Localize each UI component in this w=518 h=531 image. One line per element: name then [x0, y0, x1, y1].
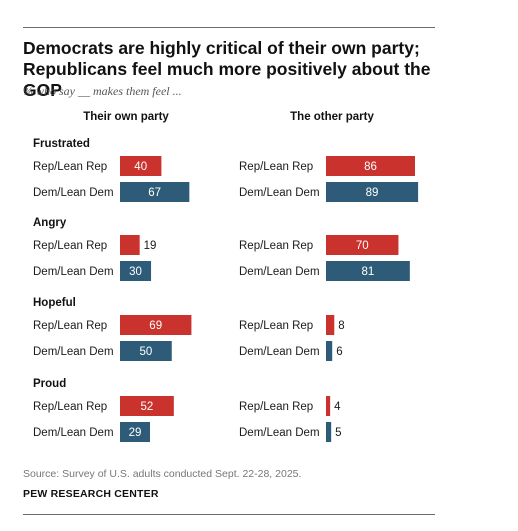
panel-header-other: The other party: [290, 111, 374, 123]
bar-angry-rep-other: [326, 235, 399, 255]
series-label-dem: Dem/Lean Dem: [33, 346, 114, 358]
group-label-angry: Angry: [33, 217, 67, 229]
organization-name: PEW RESEARCH CENTER: [23, 488, 159, 500]
panel-header-own: Their own party: [83, 111, 169, 123]
value-label-proud-dem-own: 29: [129, 427, 142, 439]
series-label-dem: Dem/Lean Dem: [33, 427, 114, 439]
value-label-hopeful-rep-other: 8: [338, 320, 344, 332]
bar-hopeful-rep-own: [120, 315, 192, 335]
group-label-hopeful: Hopeful: [33, 297, 76, 309]
bottom-rule: [23, 514, 435, 515]
bar-angry-rep-own: [120, 235, 140, 255]
bar-hopeful-dem-other: [326, 341, 333, 361]
value-label-angry-rep-own: 19: [144, 240, 157, 252]
value-label-hopeful-dem-own: 50: [139, 346, 152, 358]
value-label-frustrated-rep-other: 86: [364, 161, 377, 173]
series-label-dem: Dem/Lean Dem: [239, 187, 320, 199]
series-label-dem: Dem/Lean Dem: [239, 346, 320, 358]
series-label-rep: Rep/Lean Rep: [33, 161, 107, 173]
title-line-2: Republicans feel much more positively ab…: [23, 59, 431, 100]
bar-proud-rep-other: [326, 396, 331, 416]
bar-proud-dem-other: [326, 422, 332, 442]
bar-angry-dem-other: [326, 261, 410, 281]
series-label-rep: Rep/Lean Rep: [239, 320, 313, 332]
value-label-frustrated-rep-own: 40: [134, 161, 147, 173]
chart-subtitle: % who say __ makes them feel ...: [23, 84, 182, 98]
value-label-angry-dem-other: 81: [362, 266, 375, 278]
series-label-rep: Rep/Lean Rep: [239, 401, 313, 413]
value-label-frustrated-dem-other: 89: [366, 187, 379, 199]
bar-frustrated-rep-other: [326, 156, 416, 176]
value-label-hopeful-rep-own: 69: [149, 320, 162, 332]
group-label-frustrated: Frustrated: [33, 138, 90, 150]
bar-proud-rep-own: [120, 396, 174, 416]
series-label-dem: Dem/Lean Dem: [33, 266, 114, 278]
series-label-rep: Rep/Lean Rep: [33, 240, 107, 252]
value-label-proud-rep-other: 4: [334, 401, 341, 413]
bar-angry-dem-own: [120, 261, 152, 281]
series-label-dem: Dem/Lean Dem: [239, 266, 320, 278]
series-label-rep: Rep/Lean Rep: [239, 240, 313, 252]
series-label-dem: Dem/Lean Dem: [33, 187, 114, 199]
series-label-rep: Rep/Lean Rep: [33, 401, 107, 413]
bar-frustrated-dem-own: [120, 182, 190, 202]
source-note: Source: Survey of U.S. adults conducted …: [23, 468, 302, 480]
value-label-proud-rep-own: 52: [141, 401, 154, 413]
series-label-dem: Dem/Lean Dem: [239, 427, 320, 439]
value-label-frustrated-dem-own: 67: [148, 187, 161, 199]
top-rule: [23, 27, 435, 28]
value-label-proud-dem-other: 5: [335, 427, 341, 439]
series-label-rep: Rep/Lean Rep: [239, 161, 313, 173]
group-label-proud: Proud: [33, 378, 66, 390]
value-label-hopeful-dem-other: 6: [336, 346, 342, 358]
bar-frustrated-dem-other: [326, 182, 419, 202]
bar-hopeful-dem-own: [120, 341, 172, 361]
bar-hopeful-rep-other: [326, 315, 335, 335]
value-label-angry-rep-other: 70: [356, 240, 369, 252]
bar-frustrated-rep-own: [120, 156, 162, 176]
bar-proud-dem-own: [120, 422, 151, 442]
title-line-1: Democrats are highly critical of their o…: [23, 38, 420, 58]
chart-title: Democrats are highly critical of their o…: [23, 38, 463, 101]
series-label-rep: Rep/Lean Rep: [33, 320, 107, 332]
value-label-angry-dem-own: 30: [129, 266, 142, 278]
